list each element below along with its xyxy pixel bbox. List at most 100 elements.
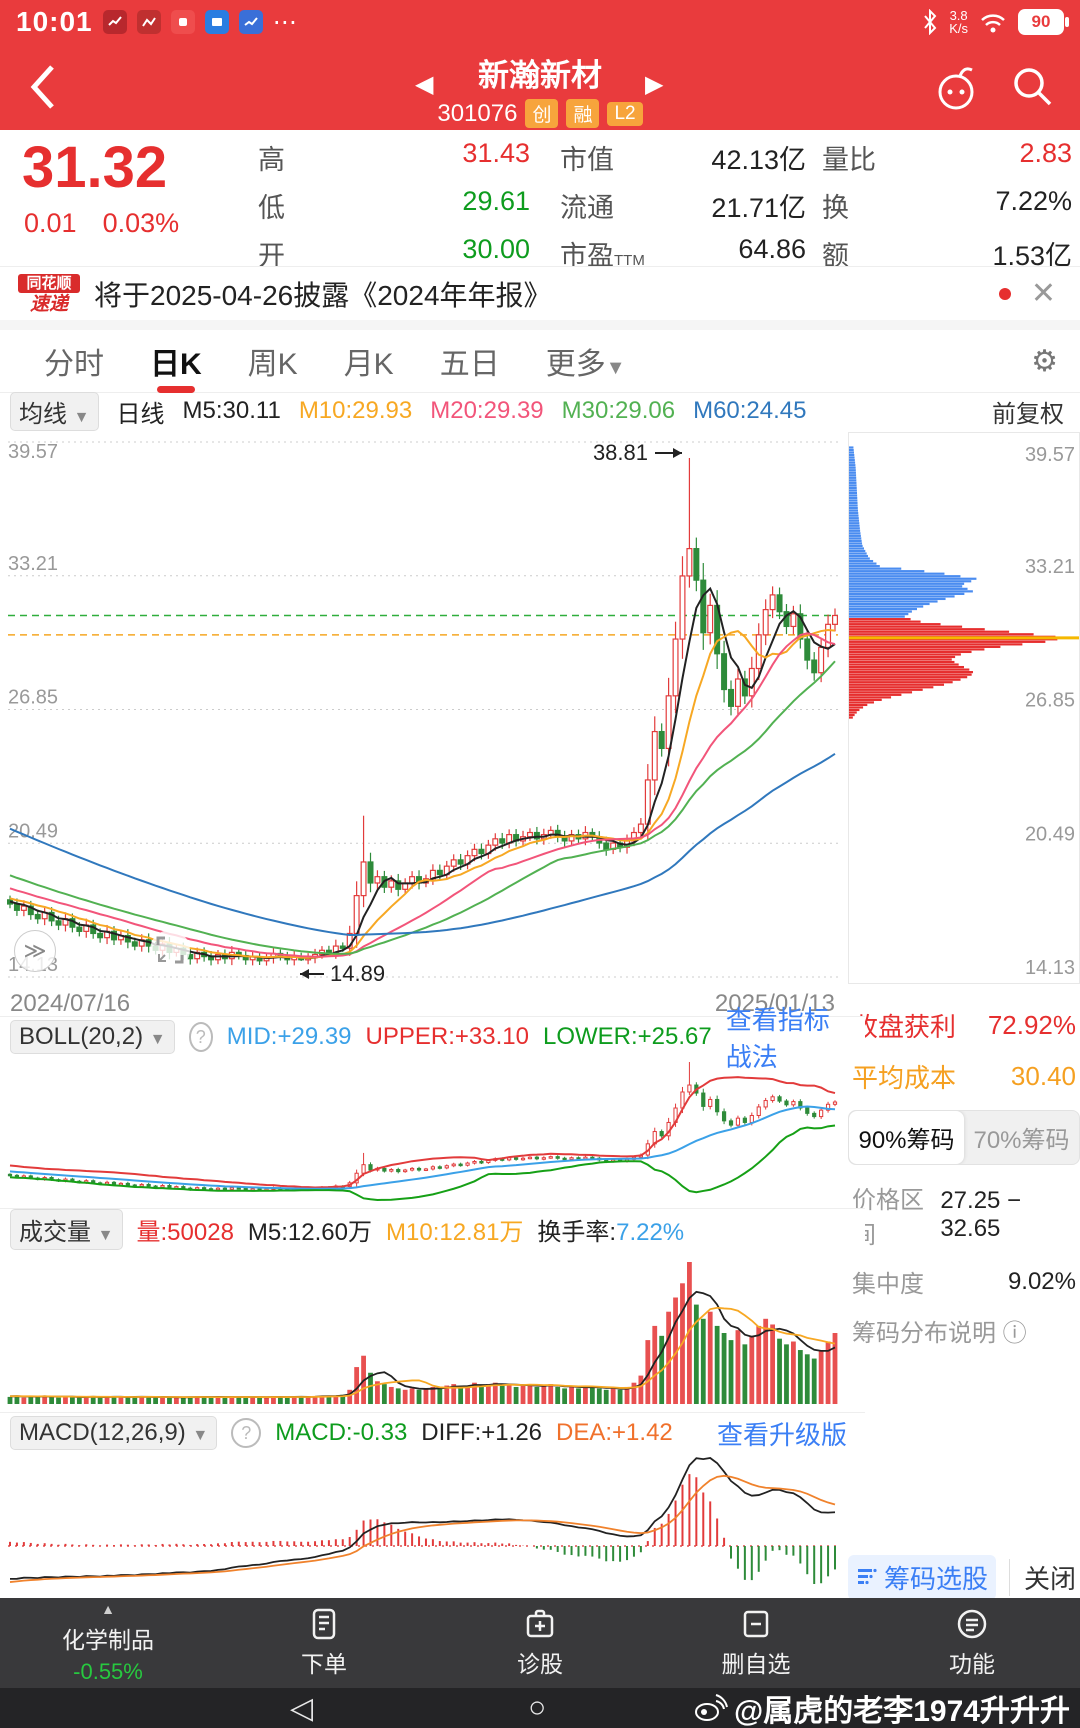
chip-select-button[interactable]: 筹码选股	[848, 1554, 997, 1600]
price-range-label: 价格区间	[852, 1187, 924, 1249]
boll-help-icon[interactable]: ?	[188, 1022, 213, 1052]
more-notifications-icon: ⋯	[272, 8, 299, 36]
expand-chart-button[interactable]: ≫	[14, 930, 56, 972]
android-home-button[interactable]: ○	[528, 1691, 547, 1724]
nav-functions[interactable]: 功能	[864, 1598, 1080, 1688]
ma20-value: M20:29.39	[430, 397, 544, 424]
app-icon-red	[170, 10, 195, 34]
tab-five-day[interactable]: 五日	[439, 348, 500, 381]
svg-text:26.85: 26.85	[8, 687, 58, 709]
svg-text:14.13: 14.13	[1025, 957, 1075, 979]
tab-daily-k[interactable]: 日K	[148, 329, 204, 393]
back-button[interactable]	[28, 62, 68, 112]
quote-panel: 31.32 0.01 0.03% 高 31.43 低 29.61 开 30.00 市值 4…	[0, 130, 1080, 271]
tab-90-chip[interactable]: 90%筹码	[849, 1111, 964, 1164]
concentration-value: 9.02%	[1007, 1267, 1076, 1295]
sector-expand-icon: ▲	[101, 1601, 115, 1617]
volume-chart[interactable]	[0, 1248, 845, 1413]
macd-dropdown[interactable]: MACD(12,26,9) ▼	[10, 1416, 218, 1450]
badge-l2: L2	[607, 101, 643, 126]
float-value: 21.71亿	[711, 193, 806, 223]
close-panel-button[interactable]: 关闭	[1008, 1558, 1076, 1596]
diff-value: DIFF:+1.26	[421, 1419, 543, 1446]
svg-text:14.89: 14.89	[330, 961, 385, 986]
turnover-rate: 换手率:7.22%	[537, 1218, 685, 1246]
weibo-icon	[695, 1694, 728, 1721]
boll-chart[interactable]	[0, 1056, 845, 1211]
news-close-icon[interactable]: ✕	[1030, 277, 1056, 310]
functions-icon	[957, 1609, 987, 1639]
app-icon-chart-red2	[136, 10, 161, 34]
badge-rong: 融	[566, 99, 600, 128]
android-nav-bar: ◁ ○ @属虎的老李1974升升升	[0, 1688, 1080, 1728]
boll-mid-value: MID:+29.39	[226, 1023, 352, 1050]
quote-col-1: 高 31.43 低 29.61 开 30.00	[258, 138, 530, 271]
stock-name: 新瀚新材	[478, 58, 602, 93]
app-icon-blue	[204, 10, 229, 34]
nav-sector[interactable]: ▲ 化学制品 -0.55%	[0, 1598, 216, 1688]
boll-dropdown[interactable]: BOLL(20,2) ▼	[10, 1020, 175, 1054]
tab-70-chip[interactable]: 70%筹码	[973, 1127, 1070, 1154]
diagnose-icon	[526, 1609, 554, 1638]
ma-legend-row: 均线 ▼ 日线 M5:30.11 M10:29.93 M20:29.39 M30…	[0, 391, 1080, 431]
remove-watchlist-icon	[743, 1610, 769, 1638]
marketcap-value: 42.13亿	[711, 145, 806, 175]
chip-distribution-panel[interactable]: 39.57 33.21 26.85 20.49 14.13	[848, 432, 1080, 984]
concentration-label: 集中度	[852, 1271, 924, 1298]
svg-text:33.21: 33.21	[8, 553, 58, 575]
tab-fenshi[interactable]: 分时	[44, 348, 104, 381]
status-bar: 10:01 ⋯ 3.8 K/s 90	[0, 0, 1080, 44]
boll-upper-value: UPPER:+33.10	[365, 1023, 529, 1050]
period-tab-bar: 分时 日K 周K 月K 五日 更多▼ ⚙	[0, 330, 1080, 393]
macd-value: MACD:-0.33	[275, 1419, 408, 1446]
news-banner[interactable]: 同花顺 速递 将于2025-04-26披露《2024年年报》 ✕	[0, 266, 1080, 330]
chip-help-link[interactable]: 筹码分布说明 ⓘ	[852, 1320, 1027, 1347]
fullscreen-icon[interactable]	[150, 930, 190, 970]
nav-diagnose[interactable]: 诊股	[432, 1598, 648, 1688]
android-back-button[interactable]: ◁	[290, 1691, 314, 1725]
app-header: ◀ ▶ 新瀚新材 301076 创 融 L2	[0, 44, 1080, 130]
adjust-mode-label[interactable]: 前复权	[992, 400, 1064, 428]
macd-chart[interactable]	[0, 1450, 845, 1595]
volume-dropdown[interactable]: 成交量 ▼	[10, 1208, 123, 1250]
svg-text:20.49: 20.49	[1025, 823, 1075, 845]
stock-code: 301076	[437, 99, 518, 127]
chip-select-row: 筹码选股 关闭	[848, 1554, 1080, 1600]
profit-ratio-label: 收盘获利	[852, 1012, 957, 1042]
nav-place-order[interactable]: 下单	[216, 1598, 432, 1688]
tab-monthly-k[interactable]: 月K	[343, 348, 394, 381]
sector-name: 化学制品	[62, 1627, 154, 1653]
nav-remove-watchlist[interactable]: 删自选	[648, 1598, 864, 1688]
ths-express-logo: 同花顺 速递	[18, 273, 80, 314]
ai-robot-icon[interactable]	[930, 62, 982, 119]
open-value: 30.00	[462, 234, 530, 264]
bluetooth-icon	[924, 9, 937, 35]
price-range-value: 27.25 − 32.65	[940, 1187, 1022, 1242]
clock: 10:01	[16, 6, 93, 37]
date-axis: 2024/07/16 2025/01/13	[0, 990, 845, 1020]
ma30-value: M30:29.06	[561, 397, 676, 424]
next-stock-arrow-icon[interactable]: ▶	[645, 71, 664, 98]
price-change: 0.01 0.03%	[24, 208, 180, 238]
svg-text:20.49: 20.49	[8, 820, 58, 842]
indicator-strategy-link[interactable]: 查看指标战法	[725, 1005, 830, 1072]
chart-settings-gear-icon[interactable]: ⚙	[1031, 344, 1058, 378]
search-icon[interactable]	[1008, 62, 1056, 115]
svg-text:39.57: 39.57	[1025, 444, 1075, 466]
volume-ma5: M5:12.60万	[247, 1218, 372, 1246]
tab-weekly-k[interactable]: 周K	[247, 348, 298, 381]
macd-help-icon[interactable]: ?	[231, 1418, 262, 1448]
news-text: 将于2025-04-26披露《2024年年报》	[94, 279, 552, 311]
ma-dropdown[interactable]: 均线 ▼	[10, 391, 99, 431]
prev-stock-arrow-icon[interactable]: ◀	[415, 71, 434, 98]
upgrade-link[interactable]: 查看升级版	[716, 1419, 847, 1450]
high-value: 31.43	[462, 138, 530, 168]
tab-more[interactable]: 更多▼	[545, 348, 626, 381]
chip-summary-panel: 收盘获利 72.92% 平均成本 30.40 90%筹码 70%筹码 价格区间 …	[848, 1000, 1080, 1355]
avg-cost-label: 平均成本	[852, 1063, 957, 1093]
sector-change: -0.55%	[73, 1659, 143, 1684]
battery-indicator: 90	[1018, 9, 1069, 35]
date-start: 2024/07/16	[10, 990, 131, 1017]
